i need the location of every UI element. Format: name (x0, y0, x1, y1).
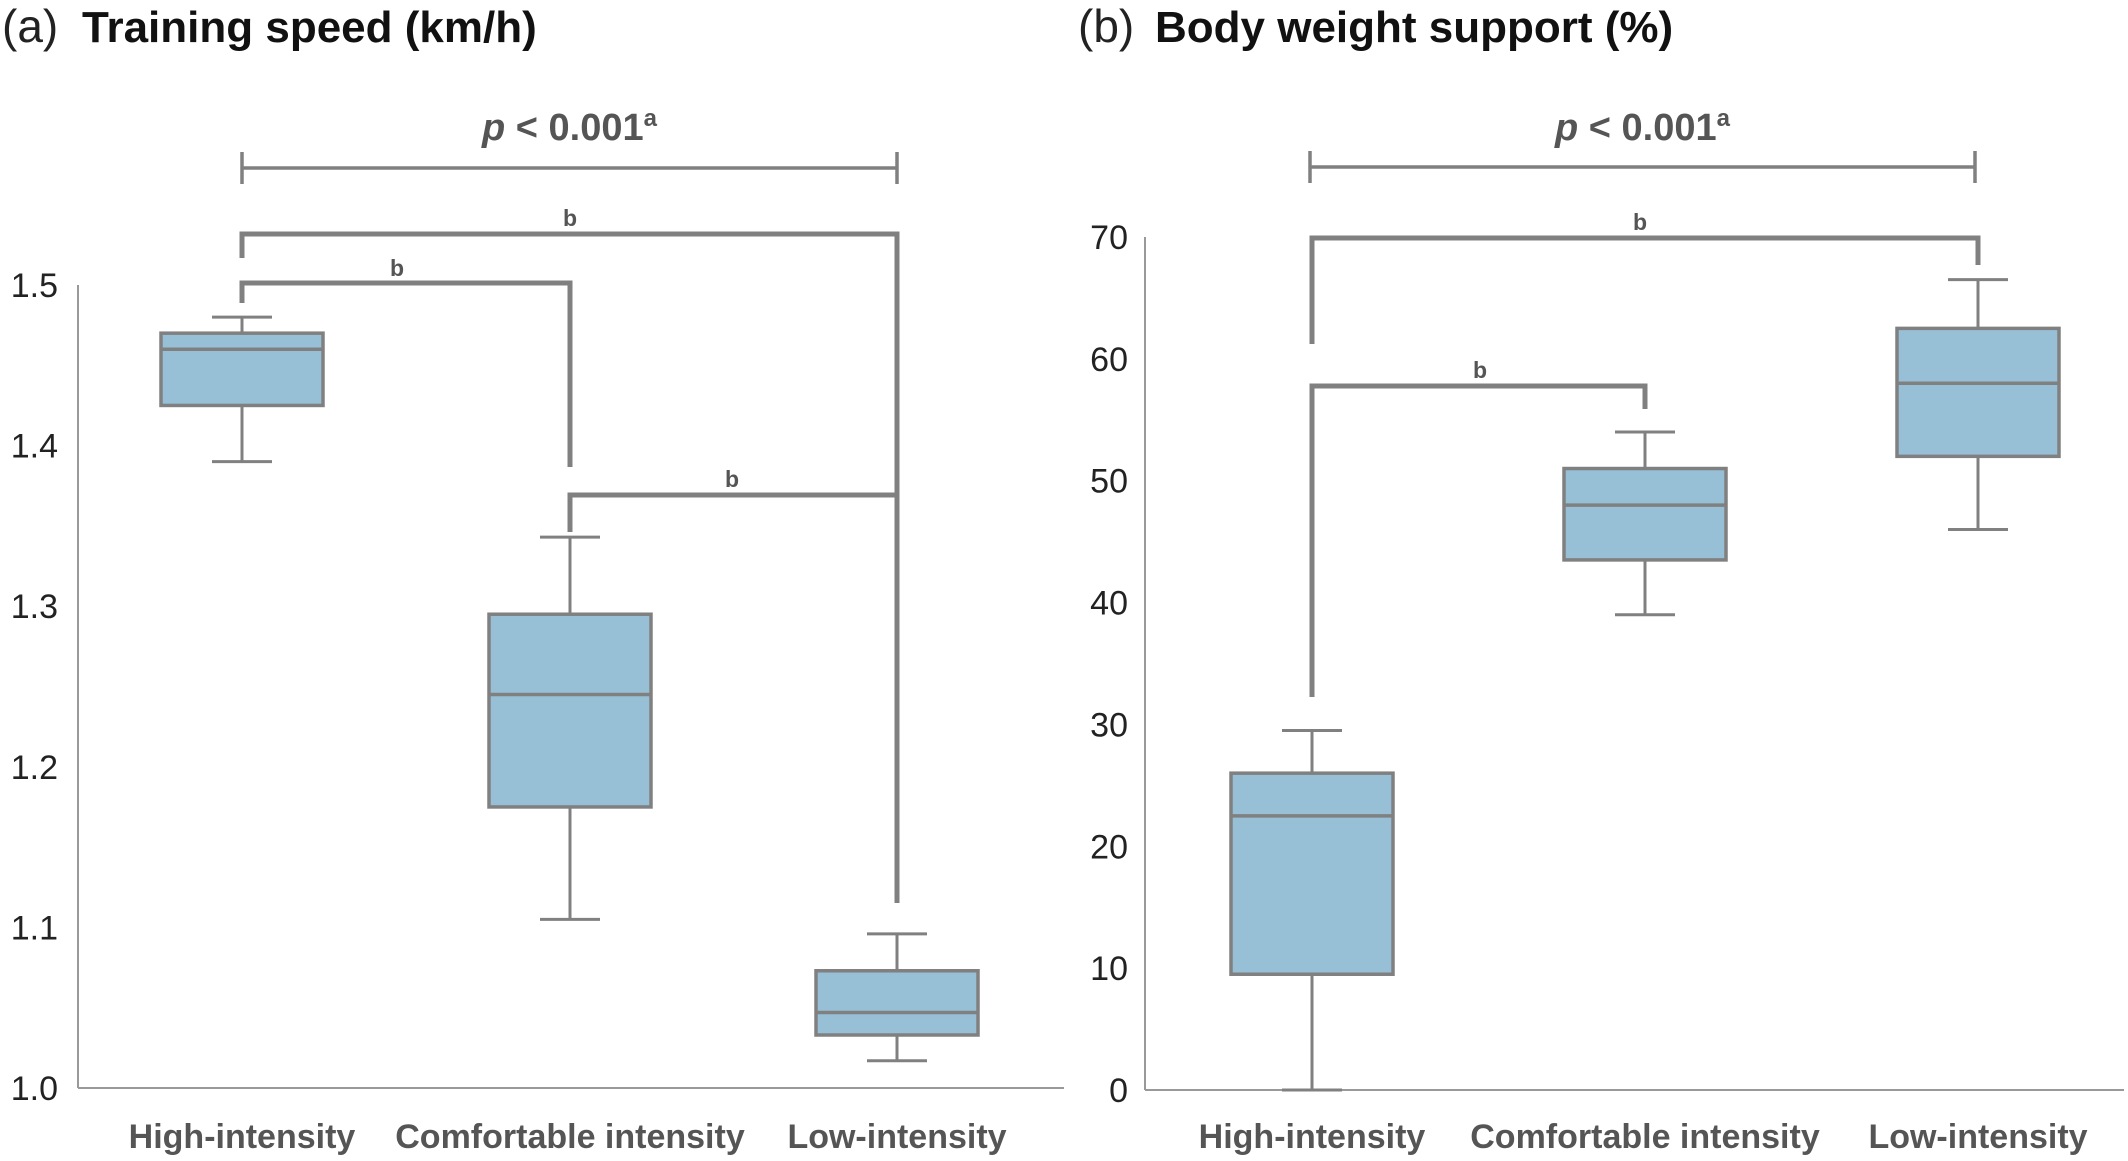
box-iqr (159, 331, 325, 408)
x-category-label: High-intensity (1199, 1118, 1426, 1156)
p-symbol: p (481, 107, 505, 149)
box-iqr (1895, 326, 2061, 459)
pairwise-sig-label: b (725, 466, 739, 492)
pairwise-sig-label: b (563, 205, 577, 231)
pairwise-bracket-line (567, 468, 900, 532)
p-symbol: p (1554, 107, 1578, 149)
y-tick-label: 20 (1090, 828, 1128, 866)
p-superscript: a (1717, 105, 1731, 132)
chart-panel-a: (a) Training speed (km/h) 1.0 1.1 1.2 1.3 1.4 1… (2, 0, 1064, 1156)
pairwise-bracket: b (1309, 209, 1981, 344)
chart-title: Training speed (km/h) (82, 3, 537, 52)
box-iqr (1229, 771, 1395, 976)
pairwise-bracket-line (239, 231, 900, 903)
pairwise-bracket: b (239, 205, 900, 903)
pairwise-bracket-line (1309, 235, 1981, 344)
x-category-label: Comfortable intensity (395, 1118, 745, 1156)
pairwise-bracket: b (567, 466, 900, 532)
y-tick-label: 1.5 (11, 267, 58, 305)
p-threshold: < 0.001 (505, 107, 643, 149)
pairwise-bracket-line (239, 280, 573, 467)
x-category-label: Low-intensity (787, 1118, 1006, 1156)
panel-letter: (a) (2, 0, 58, 52)
chart-panel-b: (b) Body weight support (%) 0 10 20 30 40 50 60 7… (1078, 0, 2124, 1156)
y-tick-label: 1.1 (11, 909, 58, 947)
overall-p-value: p < 0.001a (1554, 105, 1731, 149)
overall-test-bracket: p < 0.001a (1308, 105, 1977, 183)
overall-test-bracket: p < 0.001a (240, 105, 899, 184)
box-iqr (1562, 466, 1728, 562)
y-tick-label: 40 (1090, 585, 1128, 623)
y-tick-label: 0 (1109, 1072, 1128, 1110)
x-category-label: High-intensity (129, 1118, 356, 1156)
y-tick-label: 1.0 (11, 1070, 58, 1108)
x-category-label: Low-intensity (1868, 1118, 2087, 1156)
overall-p-value: p < 0.001a (481, 105, 658, 149)
x-category-label: Comfortable intensity (1470, 1118, 1820, 1156)
box-1 (1229, 729, 1395, 1092)
y-tick-label: 1.2 (11, 749, 58, 787)
pairwise-bracket: b (1309, 357, 1648, 697)
y-tick-label: 60 (1090, 341, 1128, 379)
pairwise-sig-label: b (390, 255, 404, 281)
y-tick-label: 1.3 (11, 588, 58, 626)
box-3 (814, 932, 980, 1063)
box-3 (1895, 278, 2061, 531)
pairwise-sig-label: b (1473, 357, 1487, 383)
box-iqr (814, 969, 980, 1037)
box-1 (159, 315, 325, 464)
pairwise-bracket-line (1309, 383, 1648, 697)
y-tick-label: 30 (1090, 706, 1128, 744)
p-superscript: a (644, 105, 658, 132)
panel-letter: (b) (1078, 0, 1134, 52)
box-2 (1562, 430, 1728, 617)
pairwise-sig-label: b (1633, 209, 1647, 235)
p-threshold: < 0.001 (1578, 107, 1716, 149)
chart-title: Body weight support (%) (1155, 3, 1673, 52)
pairwise-bracket: b (239, 255, 573, 467)
box-iqr (487, 612, 653, 809)
y-tick-label: 50 (1090, 463, 1128, 501)
y-tick-label: 10 (1090, 950, 1128, 988)
y-tick-label: 70 (1090, 219, 1128, 257)
box-2 (487, 535, 653, 921)
y-tick-label: 1.4 (11, 428, 58, 466)
